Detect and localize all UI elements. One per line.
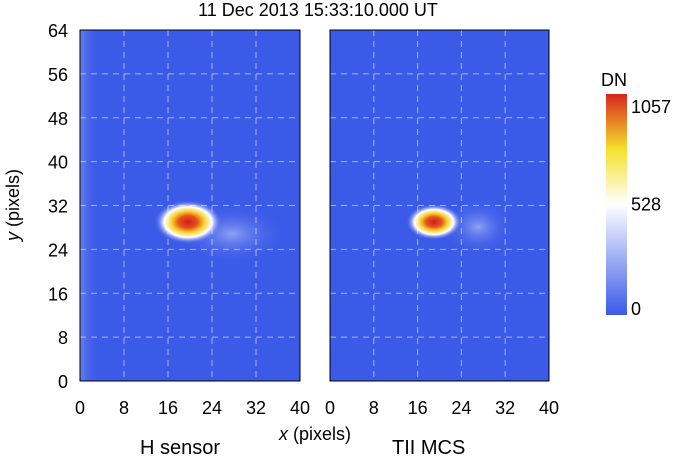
grid-lines: [80, 30, 300, 381]
grid-lines: [330, 30, 549, 381]
x-tick-label: 8: [119, 398, 129, 418]
x-tick-label: 8: [369, 398, 379, 418]
y-tick-label: 16: [48, 284, 68, 304]
colorbar-tick-label: 528: [631, 195, 661, 215]
source-glow: [443, 199, 513, 255]
y-tick-label: 40: [48, 153, 68, 173]
x-tick-label: 24: [451, 398, 471, 418]
x-tick-label: 16: [158, 398, 178, 418]
y-tick-label: 64: [48, 21, 68, 41]
x-tick-label: 16: [408, 398, 428, 418]
x-tick-label: 32: [495, 398, 515, 418]
source-core: [406, 204, 462, 240]
colorbar-label: DN: [601, 70, 627, 90]
colorbar-ticks: 0 528 1057: [631, 97, 671, 319]
x-axis-label: x (pixels): [278, 424, 351, 444]
y-tick-label: 32: [48, 197, 68, 217]
x-tick-label: 32: [246, 398, 266, 418]
tick-labels: 0 8 16 24 32 40 0 8 16 24 32 40 0 8 16 24 32 40 48 56 64: [48, 21, 559, 418]
y-tick-label: 8: [58, 328, 68, 348]
y-tick-label: 24: [48, 240, 68, 260]
x-tick-label: 40: [539, 398, 559, 418]
chart-title: 11 Dec 2013 15:33:10.000 UT: [198, 0, 438, 20]
colorbar-gradient: [606, 94, 627, 315]
panel-h-sensor: H sensor: [79, 29, 301, 458]
panel-frame: [79, 29, 301, 382]
y-axis-label: y (pixels): [3, 169, 23, 243]
colorbar: DN 0 528 1057: [601, 70, 671, 319]
colorbar-tick-label: 1057: [631, 97, 671, 117]
y-tick-label: 0: [58, 372, 68, 392]
source-core: [154, 200, 222, 244]
panel-label: H sensor: [140, 437, 220, 458]
panel-label: TII MCS: [392, 437, 465, 458]
panel-tii-mcs: TII MCS: [329, 29, 550, 458]
x-tick-label: 24: [202, 398, 222, 418]
y-tick-label: 56: [48, 65, 68, 85]
colorbar-tick-label: 0: [631, 299, 641, 319]
x-tick-label: 40: [290, 398, 310, 418]
x-tick-label: 0: [325, 398, 335, 418]
y-tick-label: 48: [48, 109, 68, 129]
x-tick-label: 0: [75, 398, 85, 418]
panel-frame: [329, 29, 550, 382]
